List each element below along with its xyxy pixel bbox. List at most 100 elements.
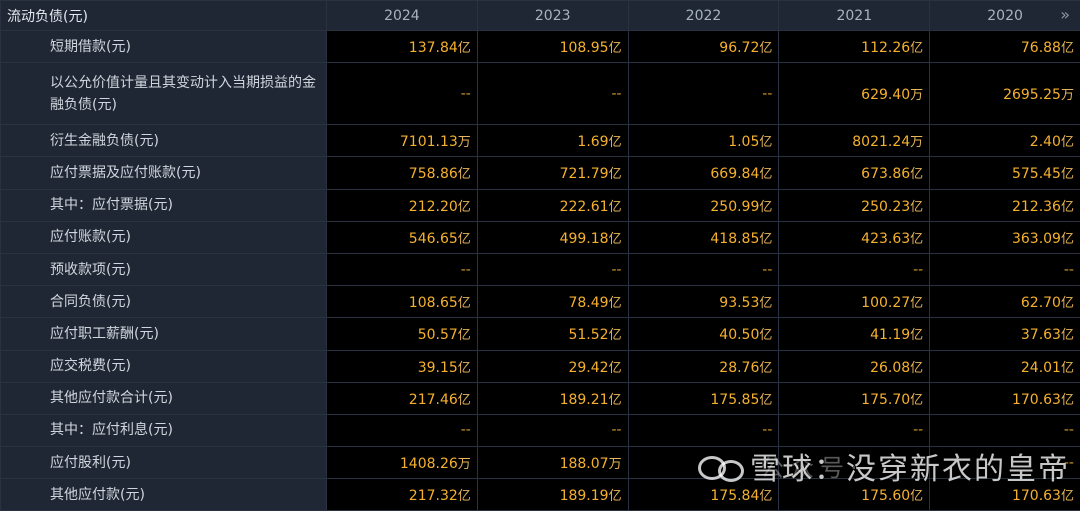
value-number: 62.70	[1021, 295, 1061, 311]
value-unit: 亿	[458, 200, 471, 215]
value-number: --	[461, 86, 471, 102]
year-column-header[interactable]: 2023	[477, 1, 628, 31]
table-header-row: 流动负债(元) 2024 2023 2022 2021 2020 »	[1, 1, 1080, 31]
value-number: --	[762, 422, 772, 438]
value-cell: 51.52亿	[477, 318, 628, 350]
value-cell: 575.45亿	[930, 157, 1080, 189]
value-number: 222.61	[560, 199, 609, 215]
value-unit: 亿	[759, 296, 772, 311]
value-number: 499.18	[560, 231, 609, 247]
value-cell: 499.18亿	[477, 221, 628, 253]
value-cell	[628, 447, 779, 479]
value-number: 669.84	[710, 166, 759, 182]
value-cell: 28.76亿	[628, 350, 779, 382]
value-number: 100.27	[861, 295, 910, 311]
value-unit: 亿	[1061, 200, 1074, 215]
value-number: --	[611, 86, 621, 102]
value-cell: --	[779, 253, 930, 285]
year-column-header[interactable]: 2024	[327, 1, 478, 31]
value-unit: 亿	[609, 135, 622, 150]
value-number: 217.32	[409, 488, 458, 504]
value-unit: 亿	[759, 200, 772, 215]
value-number: 37.63	[1021, 327, 1061, 343]
value-number: 575.45	[1012, 166, 1061, 182]
value-number: 673.86	[861, 166, 910, 182]
value-cell: 217.32亿	[327, 479, 478, 511]
value-cell: 363.09亿	[930, 221, 1080, 253]
value-cell: 41.19亿	[779, 318, 930, 350]
year-column-header[interactable]: 2021	[779, 1, 930, 31]
value-number: 41.19	[870, 327, 910, 343]
value-number: 50.57	[418, 327, 458, 343]
value-cell: 93.53亿	[628, 286, 779, 318]
value-number: 28.76	[719, 360, 759, 376]
value-unit: 亿	[1061, 361, 1074, 376]
value-cell: 137.84亿	[327, 31, 478, 63]
value-unit: 亿	[1061, 232, 1074, 247]
value-unit: 亿	[910, 393, 923, 408]
value-number: 175.70	[861, 392, 910, 408]
row-label: 衍生金融负债(元)	[1, 125, 327, 157]
value-unit: 亿	[759, 135, 772, 150]
section-title: 流动负债(元)	[1, 1, 327, 31]
year-column-header[interactable]: 2022	[628, 1, 779, 31]
value-unit: 亿	[910, 328, 923, 343]
value-number: 175.84	[710, 488, 759, 504]
value-unit: 亿	[458, 328, 471, 343]
value-cell: 629.40万	[779, 63, 930, 125]
value-unit: 亿	[609, 41, 622, 56]
value-cell: 1.05亿	[628, 125, 779, 157]
value-cell: 29.42亿	[477, 350, 628, 382]
value-cell: --	[779, 414, 930, 446]
value-unit: 亿	[458, 232, 471, 247]
value-number: 423.63	[861, 231, 910, 247]
value-cell: 100.27亿	[779, 286, 930, 318]
year-label: 2020	[987, 8, 1023, 24]
value-number: 629.40	[861, 87, 910, 103]
row-label: 应付账款(元)	[1, 221, 327, 253]
double-chevron-right-icon[interactable]: »	[1060, 6, 1070, 24]
value-cell: 188.07万	[477, 447, 628, 479]
value-number: 363.09	[1012, 231, 1061, 247]
table-row[interactable]: 其中：应付利息(元)----------	[1, 414, 1080, 446]
value-number: 2.40	[1030, 134, 1061, 150]
value-unit: 万	[458, 457, 471, 472]
value-unit: 亿	[759, 361, 772, 376]
value-number: --	[762, 262, 772, 278]
value-unit: 亿	[910, 200, 923, 215]
value-unit: 亿	[609, 232, 622, 247]
value-number: --	[762, 86, 772, 102]
value-number: --	[1064, 422, 1074, 438]
value-number: 250.99	[710, 199, 759, 215]
value-cell: 39.15亿	[327, 350, 478, 382]
value-number: 250.23	[861, 199, 910, 215]
row-label: 合同负债(元)	[1, 286, 327, 318]
value-cell: 217.46亿	[327, 382, 478, 414]
value-number: 7101.13	[400, 134, 458, 150]
year-column-header[interactable]: 2020 »	[930, 1, 1080, 31]
value-cell: --	[930, 253, 1080, 285]
value-unit: 亿	[609, 200, 622, 215]
table-row[interactable]: 预收款项(元)----------	[1, 253, 1080, 285]
value-cell: 250.23亿	[779, 189, 930, 221]
value-unit: 亿	[759, 232, 772, 247]
value-cell: 212.20亿	[327, 189, 478, 221]
value-cell: 170.63亿	[930, 382, 1080, 414]
value-number: 51.52	[568, 327, 608, 343]
value-unit: 万	[1061, 88, 1074, 103]
value-cell: 78.49亿	[477, 286, 628, 318]
value-number: 170.63	[1012, 488, 1061, 504]
value-cell: 1.69亿	[477, 125, 628, 157]
